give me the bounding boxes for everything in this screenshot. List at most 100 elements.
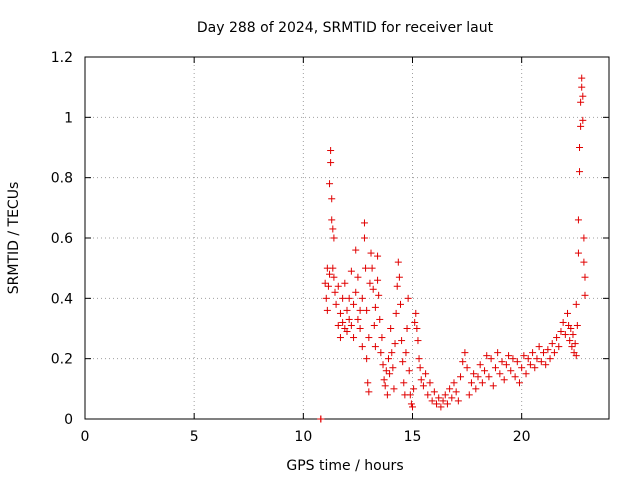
data-point-10: [327, 159, 335, 167]
data-point-4: [323, 306, 331, 314]
data-point-33: [350, 334, 358, 342]
data-point-127: [478, 379, 486, 387]
data-point-74: [390, 385, 398, 393]
data-point-71: [387, 325, 395, 332]
data-point-115: [452, 388, 460, 396]
y-tick-label-6: 1.2: [51, 50, 73, 66]
data-point-60: [375, 291, 383, 299]
data-point-61: [376, 315, 384, 323]
data-point-113: [448, 394, 456, 402]
data-point-157: [544, 346, 552, 354]
data-point-64: [379, 361, 387, 369]
data-point-82: [399, 358, 407, 366]
data-point-15: [329, 264, 337, 272]
data-point-114: [450, 379, 458, 387]
data-point-66: [381, 382, 389, 390]
y-tick-label-4: 0.8: [51, 171, 73, 187]
data-point-44: [360, 234, 368, 242]
data-point-104: [428, 397, 436, 405]
data-point-137: [500, 376, 508, 384]
data-point-171: [569, 331, 577, 339]
data-point-19: [334, 321, 342, 329]
data-point-151: [531, 364, 539, 372]
data-point-178: [574, 249, 582, 257]
data-point-40: [356, 325, 364, 332]
data-point-76: [392, 309, 400, 317]
data-point-154: [537, 358, 545, 366]
data-point-88: [405, 367, 413, 375]
data-point-153: [535, 343, 543, 351]
tick-layer: 0 5 10 15 20 0 0.2 0.4 0.6 0.8 1 1.2: [51, 50, 609, 445]
data-point-96: [414, 337, 422, 345]
data-point-27: [343, 306, 351, 314]
data-point-90: [407, 400, 415, 408]
data-point-98: [416, 364, 424, 372]
data-point-159: [548, 340, 556, 348]
data-point-81: [398, 337, 406, 345]
data-points: [317, 74, 589, 423]
data-point-138: [502, 361, 510, 369]
data-point-11: [328, 195, 336, 203]
data-point-186: [579, 116, 587, 124]
data-point-62: [377, 349, 385, 357]
data-point-189: [581, 273, 589, 281]
data-point-101: [422, 370, 430, 378]
data-point-89: [406, 391, 414, 399]
data-point-131: [487, 355, 495, 363]
data-point-141: [509, 355, 517, 363]
data-point-47: [363, 355, 371, 363]
data-point-3: [322, 294, 330, 302]
data-point-182: [577, 98, 585, 106]
data-point-8: [326, 180, 334, 188]
data-point-46: [363, 306, 371, 314]
x-axis-label: GPS time / hours: [286, 458, 403, 474]
data-point-166: [564, 309, 572, 317]
y-tick-label-0: 0: [64, 412, 73, 428]
data-point-147: [522, 370, 530, 378]
data-point-77: [393, 282, 401, 290]
data-point-125: [474, 373, 482, 381]
data-point-107: [435, 394, 443, 402]
data-point-158: [546, 355, 554, 363]
data-point-143: [513, 358, 521, 366]
data-point-56: [371, 343, 379, 351]
data-point-188: [580, 258, 588, 266]
data-point-106: [433, 400, 441, 408]
data-point-124: [472, 385, 480, 393]
data-point-140: [507, 367, 515, 375]
data-point-73: [389, 364, 397, 372]
data-point-49: [365, 388, 373, 396]
data-point-95: [413, 325, 421, 332]
data-point-156: [542, 361, 550, 369]
data-point-135: [496, 370, 504, 378]
data-point-39: [356, 306, 364, 314]
data-point-126: [476, 361, 484, 369]
data-point-7: [326, 270, 334, 278]
grid-layer: [85, 57, 609, 419]
y-tick-label-3: 0.6: [51, 231, 73, 247]
data-point-180: [576, 144, 584, 151]
data-point-150: [529, 349, 537, 357]
data-point-2: [321, 279, 329, 287]
data-point-185: [579, 92, 587, 100]
data-point-161: [553, 334, 561, 342]
y-tick-label-1: 0.2: [51, 352, 73, 368]
data-point-12: [328, 216, 336, 224]
data-point-80: [396, 300, 404, 308]
data-point-45: [362, 264, 370, 272]
data-point-79: [395, 273, 403, 281]
data-point-30: [345, 315, 353, 323]
data-point-163: [557, 328, 565, 336]
data-point-119: [461, 349, 469, 357]
data-point-173: [571, 340, 579, 348]
data-point-43: [360, 219, 368, 227]
data-point-109: [439, 397, 447, 405]
data-point-134: [494, 349, 502, 357]
data-point-133: [491, 364, 499, 372]
data-point-83: [400, 379, 408, 387]
data-point-136: [498, 358, 506, 366]
y-tick-label-2: 0.4: [51, 291, 73, 307]
data-point-28: [343, 328, 351, 336]
data-point-85: [402, 349, 410, 357]
